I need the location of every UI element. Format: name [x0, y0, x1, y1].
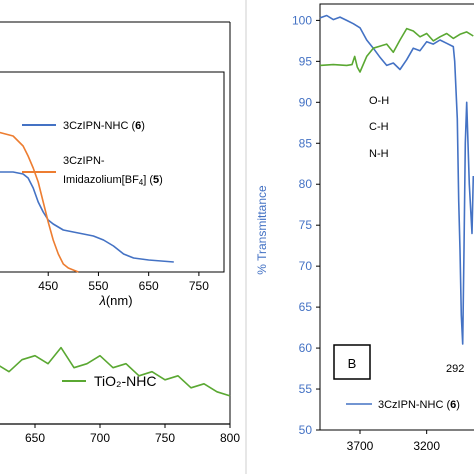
abs-x-tick-label: 450: [38, 279, 58, 293]
ir-annotation-oh: O-H: [369, 95, 389, 107]
ir-annotation-ch: C-H: [369, 121, 389, 133]
abs-legend-label-5a: 3CzIPN-: [63, 155, 105, 167]
ir-y-tick-label: 55: [299, 382, 313, 396]
ir-x-tick-label: 3200: [413, 439, 440, 453]
abs-series-line-0: [0, 171, 174, 263]
ir-y-tick-label: 70: [299, 259, 313, 273]
ir-panel: % Transmittance 3700 3200 100 95 90 85 80 75 70 6…: [245, 0, 474, 474]
ir-y-tick-label: 75: [299, 218, 313, 232]
tio2-legend-label: TiO₂-NHC: [94, 373, 156, 389]
abs-x-tick-label: 650: [139, 279, 159, 293]
ir-y-tick-label: 50: [299, 423, 313, 437]
abs-series-line-1: [0, 131, 79, 273]
absorption-x-axis-label: λ(nm): [98, 293, 132, 308]
ir-x-tick-label: 3700: [347, 439, 374, 453]
ir-series-line-0: [319, 14, 474, 345]
ir-annotation-nh: N-H: [369, 148, 389, 160]
abs-x-tick-label: 750: [189, 279, 209, 293]
ir-panel-label: B: [348, 356, 357, 371]
ir-y-tick-label: 100: [292, 13, 312, 27]
abs-legend-label-6: 3CzIPN-NHC (6): [63, 120, 145, 132]
absorption-panel: 450 550 650 750 λ(nm) 3CzIPN-NHC (6) 3CzIPN…: [0, 71, 225, 308]
tio2-x-tick-label: 800: [220, 431, 240, 445]
ir-annotation-peak: 292: [446, 363, 464, 375]
abs-x-tick-label: 550: [88, 279, 108, 293]
ir-legend-label: 3CzIPN-NHC (6): [378, 399, 460, 411]
ir-y-tick-label: 80: [299, 177, 313, 191]
tio2-panel: 00650700750800 TiO₂-NHC: [0, 21, 240, 445]
ir-y-tick-label: 60: [299, 341, 313, 355]
ir-y-tick-label: 90: [299, 95, 313, 109]
ir-y-tick-label: 95: [299, 54, 313, 68]
tio2-series-line-0: [0, 346, 231, 397]
tio2-x-tick-label: 750: [155, 431, 175, 445]
ir-y-tick-label: 85: [299, 136, 313, 150]
tio2-x-tick-label: 700: [90, 431, 110, 445]
ir-y-axis-label: % Transmittance: [255, 185, 269, 275]
ir-panel-label-box: [333, 344, 371, 380]
ir-y-tick-label: 65: [299, 300, 313, 314]
ir-frame: [319, 3, 474, 431]
ir-series-line-1: [319, 27, 474, 73]
tio2-x-tick-label: 650: [25, 431, 45, 445]
abs-legend-label-5b: Imidazolium[BF4] (5): [63, 174, 163, 187]
